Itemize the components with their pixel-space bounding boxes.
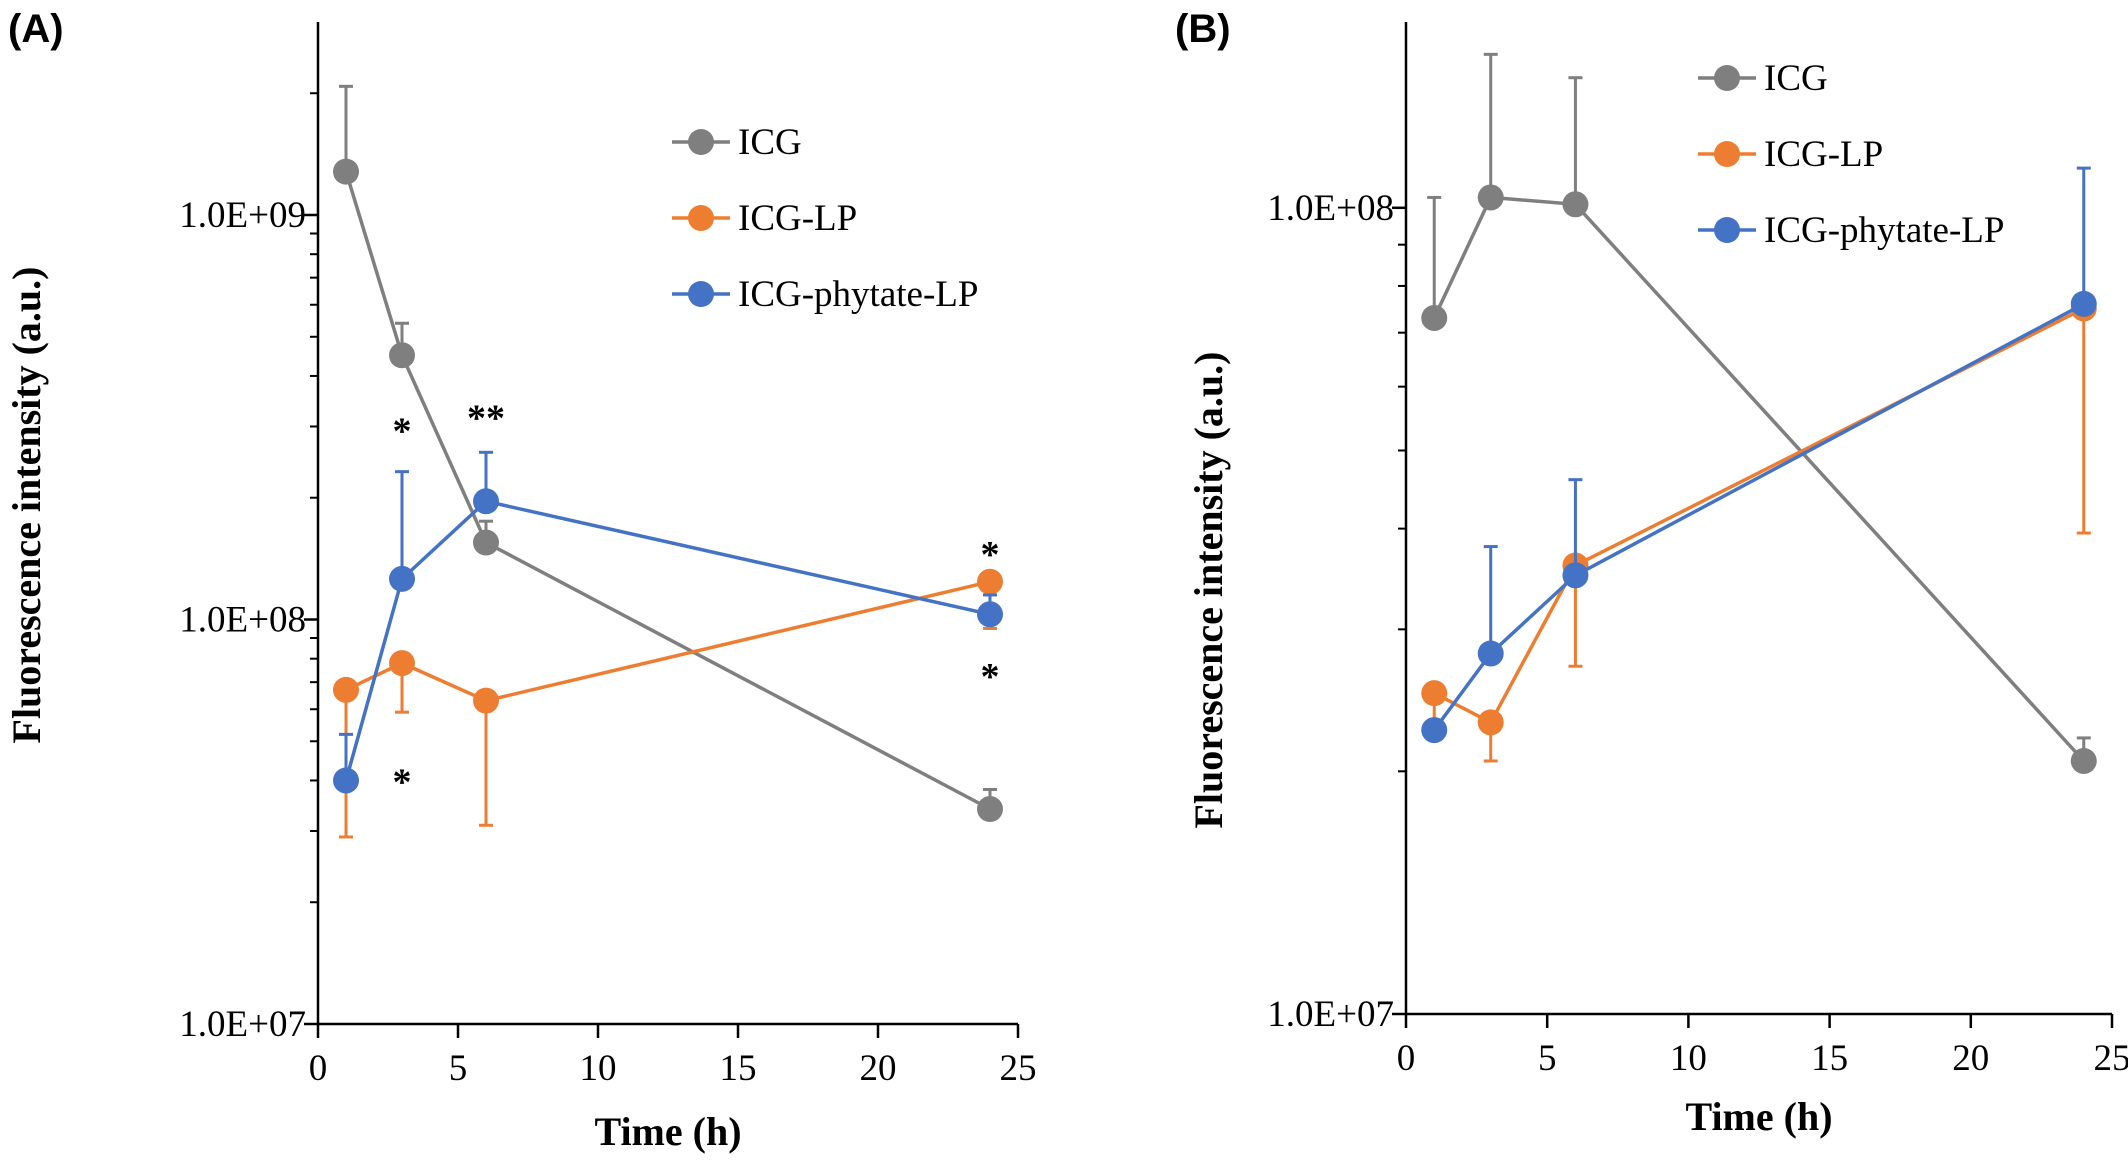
panel-b-legend-label: ICG — [1764, 58, 1828, 99]
panel-a-x-axis-title: Time (h) — [594, 1109, 741, 1154]
panel-b-series-icg-lp — [1421, 296, 2097, 761]
panel-a-series-icg-lp-line — [346, 582, 990, 701]
panel-b-series-icg-phytate-lp-point — [1562, 562, 1588, 588]
panel-b-x-axis-title: Time (h) — [1685, 1094, 1832, 1139]
panel-a-series-icg-phytate-lp-point — [389, 566, 415, 592]
panel-b-legend-marker — [1714, 141, 1740, 167]
panel-b-legend-marker — [1714, 65, 1740, 91]
panel-a-series-icg-lp — [333, 569, 1003, 837]
panel-a-label: (A) — [8, 7, 64, 51]
panel-b-series-icg-lp-point — [1421, 680, 1447, 706]
panel-a-significance-marker: * — [393, 761, 412, 803]
panel-a-legend-marker — [688, 281, 714, 307]
panel-b-series-icg-lp-point — [1478, 709, 1504, 735]
panel-a-series-icg-line — [346, 172, 990, 809]
panel-a-series-icg-phytate-lp-point — [977, 601, 1003, 627]
panel-b-chart: (B) 1.0E+07 1.0E+08 0 5 10 15 20 25 Time (h) Fluor… — [1175, 7, 2128, 1139]
panel-a-legend-label: ICG — [738, 122, 802, 163]
panel-a-x-tick-label: 20 — [860, 1048, 897, 1089]
panel-a-x-tick-label: 0 — [309, 1048, 328, 1089]
panel-b-x-tick-label: 10 — [1670, 1038, 1707, 1079]
panel-b-legend-marker — [1714, 217, 1740, 243]
panel-b-label: (B) — [1175, 7, 1231, 51]
panel-b-series-icg-phytate-lp — [1421, 168, 2097, 743]
panel-b-x-tick-label: 25 — [2094, 1038, 2128, 1079]
panel-a-legend-marker — [688, 205, 714, 231]
panel-a-legend-label: ICG-phytate-LP — [738, 274, 978, 315]
panel-a-series-icg-point — [473, 530, 499, 556]
panel-a-significance-marker: * — [981, 656, 1000, 698]
panel-a-y-axis-title: Fluorescence intensity (a.u.) — [4, 267, 49, 744]
panel-a-series-icg-phytate-lp-point — [333, 767, 359, 793]
panel-a-legend-marker — [688, 129, 714, 155]
panel-b-series-icg-point — [1562, 191, 1588, 217]
panel-b-series-icg-phytate-lp-point — [2071, 291, 2097, 317]
panel-a-series-icg-phytate-lp-point — [473, 488, 499, 514]
panel-a-x-tick-label: 25 — [1000, 1048, 1037, 1089]
panel-b-series-icg-phytate-lp-point — [1478, 640, 1504, 666]
panel-a-series-icg-point — [977, 796, 1003, 822]
panel-b-x-tick-label: 20 — [1952, 1038, 1989, 1079]
panel-b-series-icg-point — [2071, 748, 2097, 774]
panel-a-y-tick-label: 1.0E+08 — [179, 599, 306, 640]
panel-a-x-tick-label: 10 — [580, 1048, 617, 1089]
panel-a-series-icg-point — [333, 159, 359, 185]
panel-a-significance-marker: ** — [467, 397, 505, 439]
panel-a-series-icg-lp-point — [333, 677, 359, 703]
panel-a-y-tick-label: 1.0E+09 — [179, 195, 306, 236]
panel-b-legend-label: ICG-phytate-LP — [1764, 210, 2004, 251]
panel-a-series-icg — [333, 86, 1003, 822]
panel-b-series-icg-phytate-lp-point — [1421, 717, 1447, 743]
panel-b-series-icg-phytate-lp-line — [1434, 304, 2084, 730]
panel-b-series-icg-point — [1478, 184, 1504, 210]
panel-b-x-tick-label: 0 — [1397, 1038, 1416, 1079]
panel-a-x-tick-label: 5 — [449, 1048, 468, 1089]
panel-b-y-tick-label: 1.0E+08 — [1267, 188, 1394, 229]
panel-a-significance-marker: * — [393, 410, 412, 452]
panel-b-x-tick-label: 15 — [1811, 1038, 1848, 1079]
panel-b-series-icg-point — [1421, 305, 1447, 331]
panel-b-legend-label: ICG-LP — [1764, 134, 1883, 175]
panel-b-series-icg-lp-line — [1434, 309, 2084, 723]
panel-b-y-tick-label: 1.0E+07 — [1267, 994, 1394, 1035]
panel-a-significance-marker: * — [981, 534, 1000, 576]
panel-a-series-icg-point — [389, 342, 415, 368]
panel-a-y-tick-label: 1.0E+07 — [179, 1004, 306, 1045]
panel-a-legend-label: ICG-LP — [738, 198, 857, 239]
panel-a-series-icg-phytate-lp — [333, 452, 1003, 793]
panel-a-series-icg-phytate-lp-line — [346, 501, 990, 780]
panel-a-series-icg-lp-point — [473, 688, 499, 714]
panel-a-chart: (A) 1.0E+07 1.0E+08 1.0E+09 0 5 10 15 20 25 Time (… — [4, 7, 1037, 1154]
panel-a-x-tick-label: 15 — [720, 1048, 757, 1089]
panel-a-series-icg-lp-point — [389, 650, 415, 676]
panel-b-y-axis-title: Fluorescence intensity (a.u.) — [1186, 352, 1231, 829]
panel-b-x-tick-label: 5 — [1538, 1038, 1557, 1079]
